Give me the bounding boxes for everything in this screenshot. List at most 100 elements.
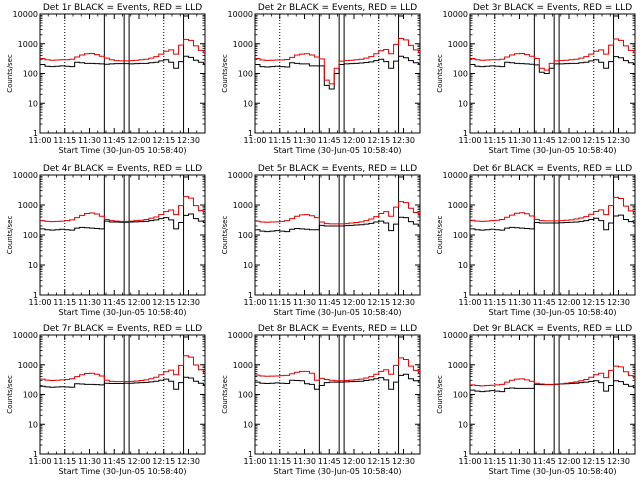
y-tick-label: 1000 [448, 40, 468, 49]
plot-panel-8: Det 8r BLACK = Events, RED = LLD 1 10 100 10… [221, 324, 421, 476]
x-tick-label: 12:30 [392, 457, 415, 466]
series-line-events [470, 56, 635, 74]
plot-title: Det 1r BLACK = Events, RED = LLD [43, 3, 202, 13]
plot-panel-6: Det 6r BLACK = Events, RED = LLD 1 10 100 10… [436, 164, 636, 317]
plot-title: Det 4r BLACK = Events, RED = LLD [43, 164, 202, 174]
marker-flag [183, 176, 190, 180]
series-line-events [40, 55, 205, 69]
y-axis-label: Counts/sec [436, 375, 444, 414]
y-tick-label: 1000 [18, 40, 38, 49]
y-tick-label: 10000 [228, 331, 253, 340]
x-tick-label: 11:15 [268, 457, 291, 466]
x-tick-label: 11:15 [53, 457, 76, 466]
x-tick-label: 12:00 [127, 136, 150, 145]
x-axis-label: Start Time (30-Jun-05 10:58:40) [59, 467, 187, 476]
series-line-events [470, 214, 635, 231]
y-tick-label: 10000 [13, 331, 38, 340]
y-tick-label: 10000 [443, 331, 468, 340]
y-axis-label: Counts/sec [221, 54, 229, 93]
series-line-lld [255, 357, 420, 382]
series-line-lld [40, 196, 205, 223]
y-tick-label: 10 [243, 99, 253, 108]
x-tick-label: 12:15 [152, 457, 175, 466]
x-tick-label: 11:00 [458, 298, 481, 307]
x-tick-label: 12:15 [152, 136, 175, 145]
y-tick-label: 10000 [13, 171, 38, 180]
plot-title: Det 2r BLACK = Events, RED = LLD [258, 3, 417, 13]
marker-flag [398, 336, 405, 340]
x-tick-label: 12:30 [392, 136, 415, 145]
x-tick-label: 11:15 [268, 298, 291, 307]
x-tick-label: 12:30 [607, 457, 630, 466]
x-tick-label: 12:00 [342, 136, 365, 145]
y-tick-label: 100 [238, 70, 253, 79]
x-tick-label: 11:30 [78, 298, 101, 307]
y-tick-label: 10000 [13, 10, 38, 19]
y-tick-label: 100 [23, 70, 38, 79]
x-tick-label: 11:45 [103, 298, 126, 307]
y-tick-label: 1000 [448, 201, 468, 210]
y-tick-label: 100 [453, 391, 468, 400]
plot-frame [39, 13, 206, 134]
y-tick-label: 1000 [18, 201, 38, 210]
x-tick-label: 12:15 [367, 457, 390, 466]
x-tick-label: 11:45 [103, 457, 126, 466]
x-tick-label: 12:15 [582, 298, 605, 307]
x-tick-label: 11:30 [508, 298, 531, 307]
y-axis-label: Counts/sec [436, 54, 444, 93]
marker-flag [613, 176, 620, 180]
y-tick-label: 10000 [443, 171, 468, 180]
x-tick-label: 11:30 [293, 136, 316, 145]
y-tick-label: 1 [248, 291, 253, 300]
x-axis-label: Start Time (30-Jun-05 10:58:40) [274, 146, 402, 155]
marker-flag [398, 176, 405, 180]
x-tick-label: 11:45 [533, 136, 556, 145]
y-tick-label: 10 [243, 420, 253, 429]
x-tick-label: 11:15 [53, 136, 76, 145]
series-line-lld [40, 355, 205, 383]
x-tick-label: 11:00 [28, 136, 51, 145]
plot-title: Det 7r BLACK = Events, RED = LLD [43, 324, 202, 334]
plot-title: Det 6r BLACK = Events, RED = LLD [473, 164, 632, 174]
y-tick-label: 1 [463, 450, 468, 459]
x-tick-label: 11:15 [483, 457, 506, 466]
x-tick-label: 11:45 [318, 136, 341, 145]
x-tick-label: 12:00 [342, 457, 365, 466]
series-line-lld [470, 38, 635, 71]
series-line-events [40, 213, 205, 231]
plot-panel-3: Det 3r BLACK = Events, RED = LLD 1 10 100 10… [436, 3, 636, 155]
y-axis-label: Counts/sec [6, 54, 14, 93]
x-tick-label: 12:15 [582, 457, 605, 466]
y-tick-label: 100 [238, 391, 253, 400]
x-tick-label: 12:15 [367, 298, 390, 307]
x-tick-label: 11:15 [268, 136, 291, 145]
y-tick-label: 10 [28, 99, 38, 108]
x-tick-label: 11:45 [318, 457, 341, 466]
x-axis-label: Start Time (30-Jun-05 10:58:40) [489, 308, 617, 317]
plot-frame [469, 334, 636, 455]
plot-title: Det 9r BLACK = Events, RED = LLD [473, 324, 632, 334]
series-line-events [255, 216, 420, 233]
x-tick-label: 11:15 [483, 298, 506, 307]
x-tick-label: 11:45 [533, 457, 556, 466]
series-line-lld [40, 38, 205, 62]
x-tick-label: 11:15 [483, 136, 506, 145]
marker-flag [183, 336, 190, 340]
x-tick-label: 11:00 [243, 136, 266, 145]
x-tick-label: 11:30 [293, 457, 316, 466]
plot-panel-2: Det 2r BLACK = Events, RED = LLD 1 10 100 10… [221, 3, 421, 155]
series-line-lld [470, 196, 635, 222]
plot-panel-1: Det 1r BLACK = Events, RED = LLD 1 10 100 10… [6, 3, 206, 155]
x-tick-label: 12:30 [177, 298, 200, 307]
x-tick-label: 11:30 [78, 457, 101, 466]
series-line-events [40, 376, 205, 390]
plot-title: Det 5r BLACK = Events, RED = LLD [258, 164, 417, 174]
plot-frame [469, 13, 636, 134]
y-tick-label: 1 [463, 129, 468, 138]
marker-flag [613, 15, 620, 19]
y-tick-label: 100 [453, 231, 468, 240]
y-tick-label: 1000 [233, 201, 253, 210]
y-axis-label: Counts/sec [6, 375, 14, 414]
x-tick-label: 12:30 [607, 298, 630, 307]
plot-panel-7: Det 7r BLACK = Events, RED = LLD 1 10 100 10… [6, 324, 206, 476]
